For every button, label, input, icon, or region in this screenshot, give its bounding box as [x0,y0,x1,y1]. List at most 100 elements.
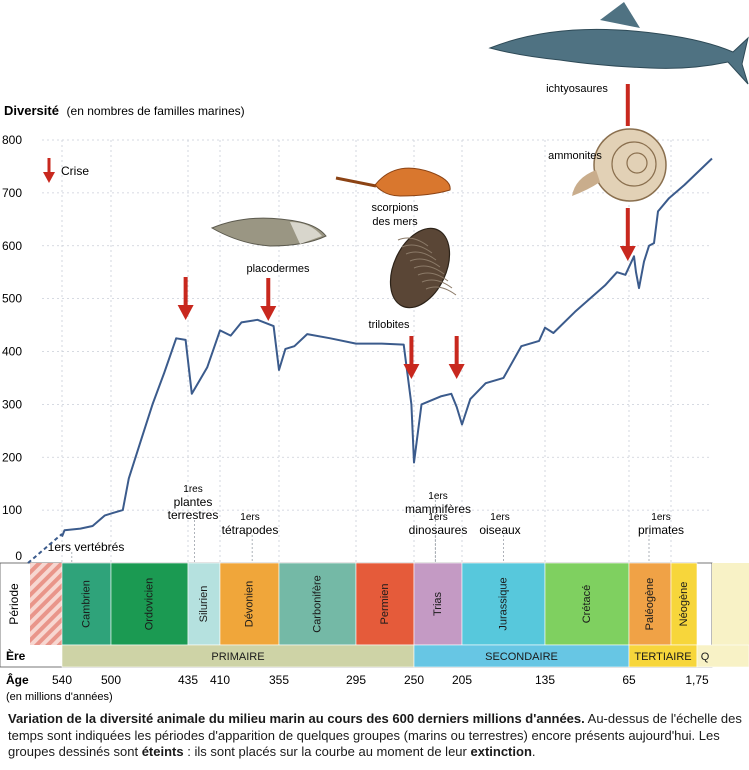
y-tick-label: 700 [2,186,22,200]
ammonite-tentacles [572,170,600,196]
era-label: SECONDAIRE [485,651,558,663]
appearance-label: 1ers [651,512,670,523]
placoderme-head [290,222,322,244]
crisis-arrow-head [260,306,277,321]
age-tick: 410 [210,673,230,687]
caption-part1: Au-dessus de l'échelle des temps sont in… [8,711,742,759]
age-tick: 540 [52,673,72,687]
diversity-series [27,157,713,564]
age-tick: 355 [269,673,289,687]
appearance-label: dinosaures [409,523,468,537]
trilobite-fossil [389,227,451,309]
trilobite-segment [397,237,429,247]
age-tick: 295 [346,673,366,687]
appearance-label: tétrapodes [222,523,279,537]
ammonite-core [626,152,648,174]
label-scorpions-2: des mers [372,216,418,228]
quaternary-band [712,563,749,645]
label-placodermes: placodermes [247,263,310,275]
periode-label: Période [7,583,21,625]
scorpion-tail [335,176,377,188]
caption-part2: : ils sont placés sur la courbe au momen… [183,744,471,759]
period-label: Cambrien [80,580,92,628]
appearance-label: 1ers [240,512,259,523]
crisis-arrow-head [403,364,420,379]
period-label: Ordovicien [143,578,155,631]
precambrian-hatch [30,563,62,645]
period-band [355,562,415,646]
series-dashed-start [27,533,63,564]
period-band [544,562,630,646]
age-tick-labels: 540 500 435 410 355 295 250 205 135 65 1,75 [52,673,709,687]
y-axis-note: (en nombres de familles marines) [67,104,245,118]
appearance-label: oiseaux [479,523,520,537]
y-tick-label: 300 [2,397,22,411]
y-tick-labels: 0 100 200 300 400 500 600 700 800 [2,133,22,563]
label-scorpions-1: scorpions [371,202,419,214]
appearance-label: plantes [174,495,213,509]
trilobite-segment [425,286,457,296]
caption-part3: . [531,744,536,759]
legend-arrow-icon [43,172,55,183]
trilobite-segment [421,279,453,289]
era-label: TERTIAIRE [634,651,691,663]
period-label: Crétacé [581,585,593,624]
appearance-label: primates [638,523,684,537]
period-band [278,562,357,646]
trilobite-segment [413,265,445,275]
label-ammonites: ammonites [548,150,602,162]
y-axis-title: Diversité (en nombres de familles marine… [4,103,245,118]
age-tick: 500 [101,673,121,687]
crisis-arrow-head [177,305,194,320]
caption-bold3: extinction [470,744,532,759]
ammonite-whorl [611,141,657,187]
period-label: Silurien [198,586,210,623]
age-axis-label: Âge [6,672,29,687]
legend-crise: Crise [43,158,89,183]
y-tick-label: 400 [2,345,22,359]
period-label: Permien [379,584,391,625]
period-label: Carbonifère [311,575,323,632]
figure-caption: Variation de la diversité animale du mil… [8,711,743,761]
trilobite-segment [401,244,433,254]
extinct-fossils [210,2,749,309]
appearance-label: terrestres [168,508,219,522]
trilobite-segment [405,251,437,261]
gridlines [42,139,712,563]
appearance-label: 1res [183,484,202,495]
ichthyosaur-fin [600,2,640,28]
appearance-label: mammifères [405,502,471,516]
appearance-label: 1ers [428,512,447,523]
y-tick-label: 200 [2,450,22,464]
label-trilobites: trilobites [369,319,410,331]
crisis-arrow-head [619,246,636,261]
appearance-label: 1ers [428,491,447,502]
period-label: Paléogène [644,578,656,631]
ere-label: Ère [6,648,26,663]
period-label: Dévonien [243,581,255,627]
y-tick-label: 800 [2,133,22,147]
y-tick-label: 100 [2,503,22,517]
label-ichtyosaures: ichtyosaures [546,83,608,95]
y-axis-label: Diversité [4,103,59,118]
age-tick: 135 [535,673,555,687]
crisis-arrow-head [448,364,465,379]
age-tick: 435 [178,673,198,687]
ammonite-fossil [593,128,667,202]
era-band [696,644,749,668]
era-label: PRIMAIRE [211,651,264,663]
age-tick: 250 [404,673,424,687]
appearance-label: 1ers vertébrés [48,540,125,554]
age-tick: 1,75 [685,673,709,687]
period-label: Néogène [678,582,690,627]
y-tick-label: 600 [2,239,22,253]
series-line [61,157,713,537]
age-tick: 65 [622,673,636,687]
appearance-label: 1ers [490,512,509,523]
period-band [670,562,698,646]
period-band [461,562,546,646]
period-label: Jurassique [497,577,509,630]
y-tick-label: 500 [2,292,22,306]
